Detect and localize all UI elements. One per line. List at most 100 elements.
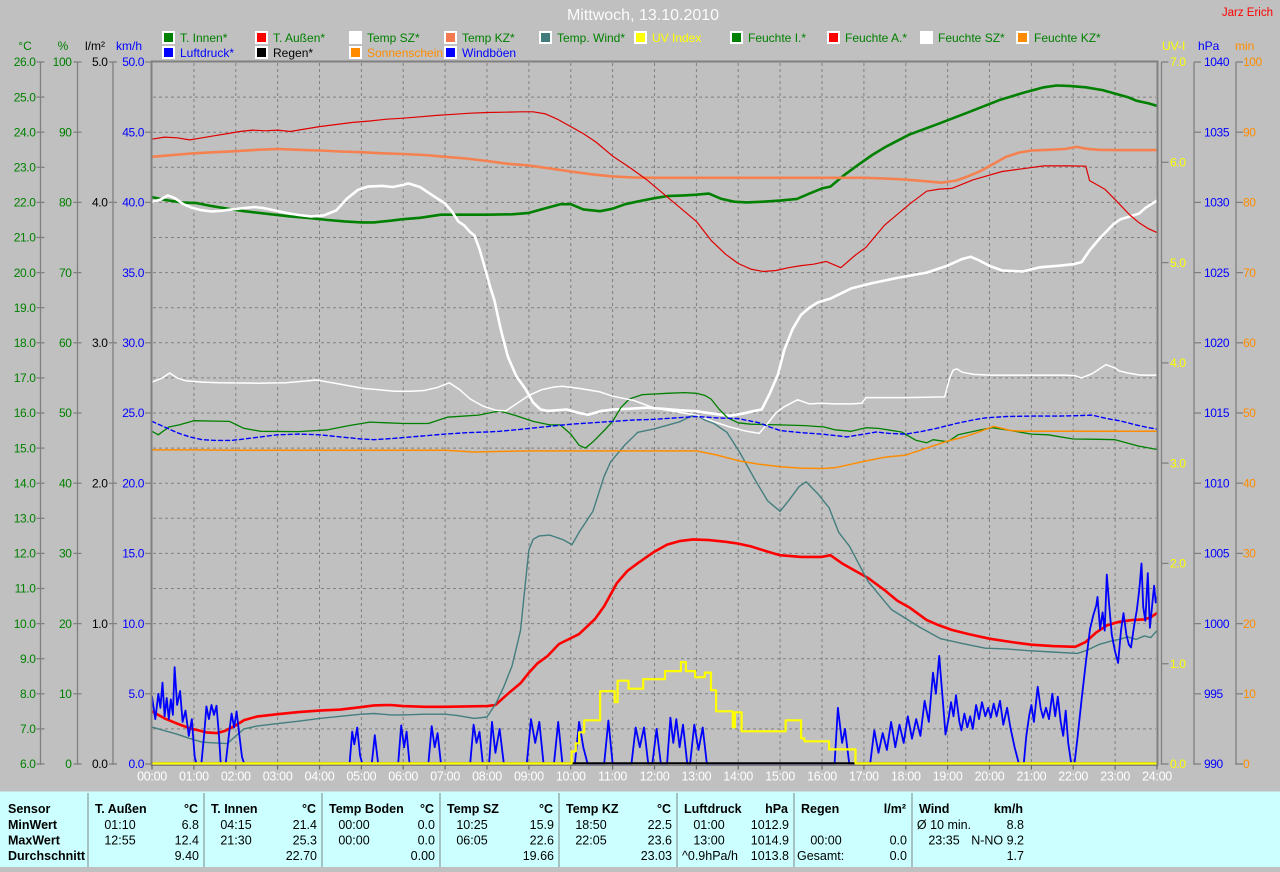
- svg-text:18:50: 18:50: [575, 818, 606, 832]
- svg-text:6.0: 6.0: [20, 757, 36, 771]
- svg-text:1030: 1030: [1204, 196, 1230, 210]
- svg-text:50: 50: [1243, 406, 1256, 420]
- svg-text:80: 80: [59, 196, 72, 210]
- svg-text:23.03: 23.03: [641, 849, 672, 863]
- svg-text:22.5: 22.5: [648, 818, 672, 832]
- svg-text:1035: 1035: [1204, 125, 1230, 139]
- svg-text:19.66: 19.66: [523, 849, 554, 863]
- svg-text:Feuchte I.*: Feuchte I.*: [748, 31, 806, 45]
- svg-text:Sensor: Sensor: [8, 802, 51, 816]
- svg-text:100: 100: [53, 55, 73, 69]
- svg-text:MinWert: MinWert: [8, 818, 58, 832]
- svg-text:20.0: 20.0: [122, 476, 144, 490]
- svg-text:Jarz Erich: Jarz Erich: [1222, 7, 1273, 19]
- svg-text:0: 0: [1243, 757, 1250, 771]
- svg-text:3.0: 3.0: [92, 336, 108, 350]
- svg-text:00:00: 00:00: [338, 818, 369, 832]
- svg-text:2.0: 2.0: [92, 476, 108, 490]
- svg-text:0.0: 0.0: [890, 849, 907, 863]
- svg-text:°C: °C: [539, 802, 553, 816]
- svg-text:23:35: 23:35: [928, 834, 959, 848]
- svg-text:22.0: 22.0: [14, 196, 36, 210]
- svg-text:km/h: km/h: [994, 802, 1023, 816]
- svg-text:1010: 1010: [1204, 476, 1230, 490]
- svg-text:20: 20: [59, 617, 72, 631]
- svg-text:km/h: km/h: [116, 39, 142, 53]
- svg-text:12:00: 12:00: [640, 770, 670, 784]
- svg-text:17.0: 17.0: [14, 371, 36, 385]
- svg-text:00:00: 00:00: [338, 834, 369, 848]
- svg-text:0.0: 0.0: [1170, 757, 1186, 771]
- svg-text:60: 60: [59, 336, 72, 350]
- svg-text:22:05: 22:05: [575, 834, 606, 848]
- svg-text:23.0: 23.0: [14, 161, 36, 175]
- svg-text:5.0: 5.0: [1170, 256, 1186, 270]
- svg-text:N-NO 9.2: N-NO 9.2: [971, 834, 1024, 848]
- svg-text:20:00: 20:00: [975, 770, 1005, 784]
- svg-text:12:55: 12:55: [104, 834, 135, 848]
- svg-text:20: 20: [1243, 617, 1256, 631]
- svg-text:4.0: 4.0: [1170, 356, 1186, 370]
- svg-text:Feuchte KZ*: Feuchte KZ*: [1034, 31, 1101, 45]
- svg-text:21.0: 21.0: [14, 231, 36, 245]
- svg-text:1005: 1005: [1204, 547, 1230, 561]
- svg-text:05:00: 05:00: [347, 770, 377, 784]
- svg-text:Temp SZ*: Temp SZ*: [367, 31, 420, 45]
- svg-text:9.0: 9.0: [20, 652, 36, 666]
- svg-text:min: min: [1235, 39, 1254, 53]
- svg-text:14:00: 14:00: [723, 770, 753, 784]
- svg-text:T. Innen*: T. Innen*: [180, 31, 228, 45]
- svg-text:10:00: 10:00: [556, 770, 586, 784]
- svg-text:1.0: 1.0: [92, 617, 108, 631]
- svg-text:15.9: 15.9: [530, 818, 554, 832]
- svg-text:15:00: 15:00: [765, 770, 795, 784]
- svg-text:1013.8: 1013.8: [751, 849, 789, 863]
- svg-text:UV-I: UV-I: [1162, 39, 1185, 53]
- svg-text:Feuchte A.*: Feuchte A.*: [845, 31, 907, 45]
- svg-text:23.6: 23.6: [648, 834, 672, 848]
- svg-text:10:25: 10:25: [456, 818, 487, 832]
- svg-text:10: 10: [59, 687, 72, 701]
- svg-text:16:00: 16:00: [807, 770, 837, 784]
- svg-text:00:00: 00:00: [810, 834, 841, 848]
- svg-text:10.0: 10.0: [122, 617, 144, 631]
- svg-text:7.0: 7.0: [20, 722, 36, 736]
- svg-text:5.0: 5.0: [92, 55, 108, 69]
- svg-text:Sonnenschein: Sonnenschein: [367, 46, 443, 60]
- svg-text:25.0: 25.0: [122, 406, 144, 420]
- svg-text:30: 30: [1243, 547, 1256, 561]
- svg-text:21:30: 21:30: [220, 834, 251, 848]
- svg-text:1020: 1020: [1204, 336, 1230, 350]
- svg-text:Regen: Regen: [801, 802, 839, 816]
- svg-text:995: 995: [1204, 687, 1224, 701]
- svg-text:01:00: 01:00: [179, 770, 209, 784]
- svg-text:2.0: 2.0: [1170, 557, 1186, 571]
- svg-text:7.0: 7.0: [1170, 55, 1186, 69]
- svg-text:1000: 1000: [1204, 617, 1230, 631]
- svg-text:15.0: 15.0: [14, 441, 36, 455]
- svg-text:19:00: 19:00: [933, 770, 963, 784]
- svg-text:22:00: 22:00: [1058, 770, 1088, 784]
- svg-text:25.0: 25.0: [14, 90, 36, 104]
- svg-text:0.0: 0.0: [92, 757, 108, 771]
- svg-text:02:00: 02:00: [221, 770, 251, 784]
- svg-text:Ø 10 min.: Ø 10 min.: [917, 818, 971, 832]
- svg-text:T. Außen: T. Außen: [95, 802, 147, 816]
- svg-text:12.4: 12.4: [175, 834, 199, 848]
- svg-text:1040: 1040: [1204, 55, 1230, 69]
- svg-text:hPa: hPa: [1198, 39, 1220, 53]
- svg-text:12.0: 12.0: [14, 547, 36, 561]
- svg-text:21:00: 21:00: [1017, 770, 1047, 784]
- svg-text:Luftdruck*: Luftdruck*: [180, 46, 234, 60]
- svg-text:01:10: 01:10: [104, 818, 135, 832]
- svg-text:10.0: 10.0: [14, 617, 36, 631]
- svg-text:50: 50: [59, 406, 72, 420]
- svg-text:0.0: 0.0: [890, 834, 907, 848]
- svg-text:06:00: 06:00: [388, 770, 418, 784]
- svg-text:Luftdruck: Luftdruck: [684, 802, 742, 816]
- svg-text:9.40: 9.40: [175, 849, 199, 863]
- svg-text:8.0: 8.0: [20, 687, 36, 701]
- svg-text:°C: °C: [184, 802, 198, 816]
- svg-text:MaxWert: MaxWert: [8, 834, 61, 848]
- svg-text:Durchschnitt: Durchschnitt: [8, 849, 86, 863]
